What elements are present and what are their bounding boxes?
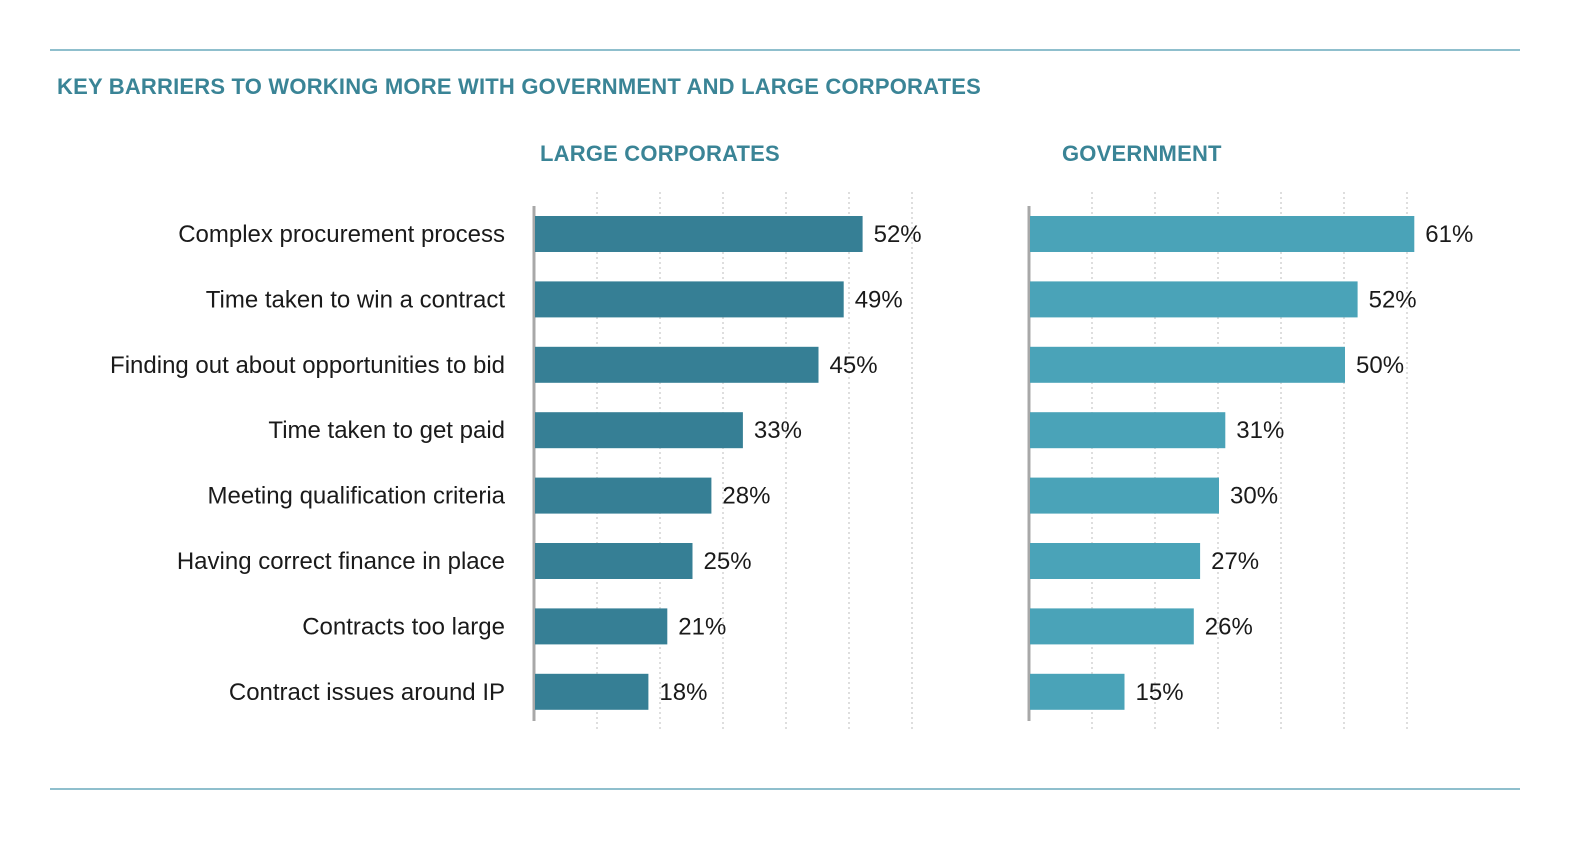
value-label-government-5: 27% <box>1211 548 1259 575</box>
value-label-large-corporates-6: 21% <box>678 613 726 640</box>
bar-government-1 <box>1030 281 1358 318</box>
chart-title: KEY BARRIERS TO WORKING MORE WITH GOVERN… <box>57 74 981 99</box>
bar-large-corporates-0 <box>535 216 863 252</box>
value-label-large-corporates-1: 49% <box>855 286 903 313</box>
value-label-government-7: 15% <box>1136 679 1184 706</box>
bar-large-corporates-1 <box>535 281 844 318</box>
bar-government-5 <box>1030 543 1201 579</box>
category-label-5: Having correct finance in place <box>177 548 505 575</box>
bar-large-corporates-2 <box>535 346 819 383</box>
value-label-government-1: 52% <box>1369 286 1417 313</box>
value-label-large-corporates-5: 25% <box>704 548 752 575</box>
value-label-large-corporates-7: 18% <box>659 679 707 706</box>
category-label-3: Time taken to get paid <box>268 417 505 444</box>
bar-government-7 <box>1030 673 1125 710</box>
bar-large-corporates-3 <box>535 412 743 449</box>
value-label-government-3: 31% <box>1236 417 1284 444</box>
panel-title-government: GOVERNMENT <box>1062 141 1222 166</box>
category-label-1: Time taken to win a contract <box>206 286 506 313</box>
bar-government-0 <box>1030 216 1415 252</box>
value-label-government-2: 50% <box>1356 352 1404 379</box>
bar-government-4 <box>1030 477 1219 514</box>
bar-large-corporates-6 <box>535 608 668 645</box>
value-label-large-corporates-2: 45% <box>830 352 878 379</box>
category-label-2: Finding out about opportunities to bid <box>110 352 505 379</box>
bottom-divider <box>50 788 1520 790</box>
bar-government-6 <box>1030 608 1194 645</box>
category-label-4: Meeting qualification criteria <box>208 483 506 510</box>
category-label-7: Contract issues around IP <box>229 679 505 706</box>
bar-large-corporates-5 <box>535 543 693 579</box>
value-label-government-6: 26% <box>1205 613 1253 640</box>
bar-government-3 <box>1030 412 1226 449</box>
category-label-0: Complex procurement process <box>178 221 505 248</box>
value-label-large-corporates-3: 33% <box>754 417 802 444</box>
top-divider <box>50 49 1520 51</box>
panel-title-large-corporates: LARGE CORPORATES <box>540 141 780 166</box>
bar-large-corporates-4 <box>535 477 712 514</box>
value-label-government-4: 30% <box>1230 483 1278 510</box>
bar-government-2 <box>1030 346 1345 383</box>
bar-large-corporates-7 <box>535 673 649 710</box>
category-label-6: Contracts too large <box>302 613 505 640</box>
value-label-large-corporates-0: 52% <box>874 221 922 248</box>
value-label-large-corporates-4: 28% <box>722 483 770 510</box>
value-label-government-0: 61% <box>1425 221 1473 248</box>
